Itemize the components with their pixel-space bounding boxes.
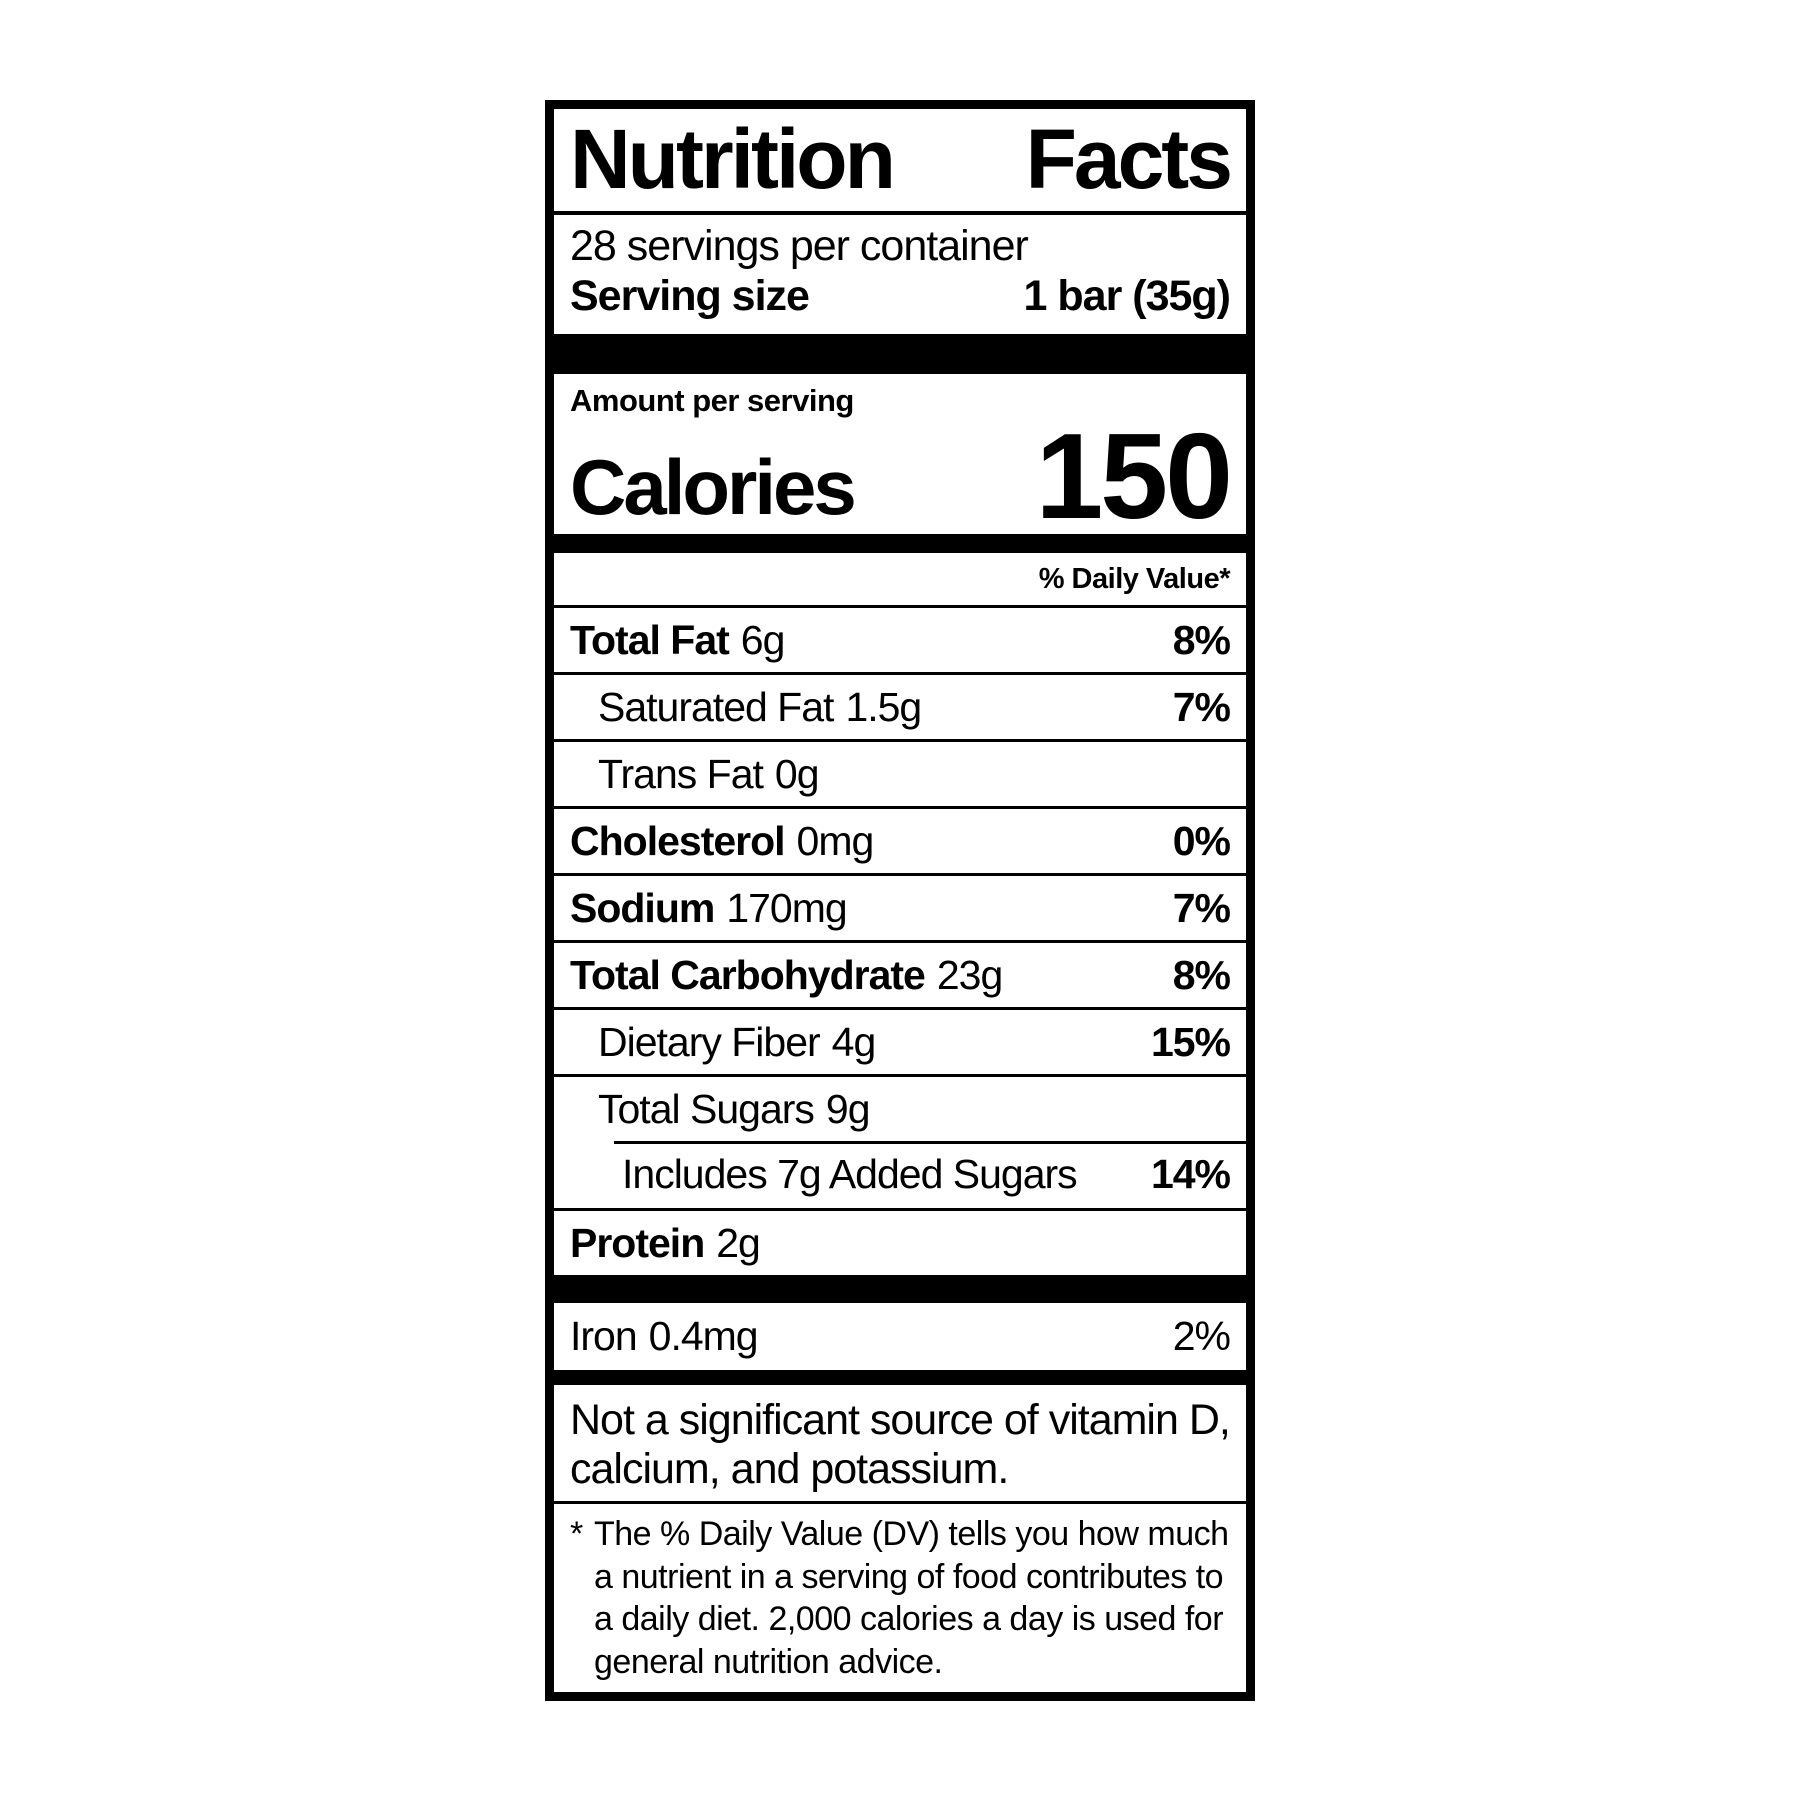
not-significant-note: Not a significant source of vitamin D, c… (570, 1396, 1231, 1493)
title-word-nutrition: Nutrition (570, 112, 896, 206)
nutrient-row-total-carbohydrate: Total Carbohydrate 23g 8% (554, 940, 1246, 1007)
nutrient-dv: 15% (1150, 1018, 1231, 1065)
micronutrient-rows: Iron 0.4mg 2% (554, 1303, 1246, 1370)
nutrient-amount: 4g (831, 1018, 877, 1065)
nutrition-facts-label: Nutrition Facts 28 servings per containe… (545, 100, 1255, 1701)
nutrient-row-total-sugars: Total Sugars 9g (554, 1074, 1246, 1141)
nutrient-row-trans-fat: Trans Fat 0g (554, 739, 1246, 806)
footnote-asterisk: * (570, 1514, 583, 1553)
nutrient-dv: 0% (1172, 817, 1231, 864)
nutrient-name: Total Sugars (598, 1085, 815, 1132)
title-word-facts: Facts (1025, 112, 1233, 206)
nutrient-dv: 8% (1172, 616, 1231, 663)
daily-value-footnote: * The % Daily Value (DV) tells you how m… (570, 1513, 1230, 1684)
serving-size-label: Serving size (570, 271, 810, 320)
calories-label: Calories (570, 443, 857, 532)
nutrient-dv: 7% (1172, 884, 1231, 931)
amount-per-serving-label: Amount per serving (570, 383, 854, 419)
nutrient-name: Cholesterol (570, 817, 786, 864)
nutrient-row-saturated-fat: Saturated Fat 1.5g 7% (554, 672, 1246, 739)
servings-per-container: 28 servings per container (570, 221, 1029, 270)
nutrient-row-sodium: Sodium 170mg 7% (554, 873, 1246, 940)
nutrient-name: Trans Fat (598, 750, 764, 797)
title-divider (554, 210, 1246, 215)
nutrient-name: Saturated Fat (598, 683, 834, 730)
nutrient-name: Includes 7g Added Sugars (622, 1151, 1078, 1198)
nutrient-amount: 0mg (796, 817, 875, 864)
nutrient-dv: 7% (1172, 683, 1231, 730)
nutrient-name: Sodium (570, 884, 715, 931)
nutrient-amount: 23g (936, 951, 1003, 998)
nutrient-name: Dietary Fiber (598, 1018, 821, 1065)
nutrient-row-dietary-fiber: Dietary Fiber 4g 15% (554, 1007, 1246, 1074)
nutrient-row-iron: Iron 0.4mg 2% (554, 1303, 1246, 1370)
nutrient-dv: 14% (1150, 1151, 1231, 1198)
daily-value-header: % Daily Value* (1038, 563, 1231, 596)
medium-separator-bar (554, 534, 1246, 554)
serving-size-row: Serving size 1 bar (35g) (570, 271, 1231, 320)
nutrient-rows: Total Fat 6g 8% Saturated Fat 1.5g 7% Tran… (554, 605, 1246, 1275)
calories-value: 150 (1035, 408, 1233, 545)
footnote-divider (554, 1500, 1246, 1504)
serving-size-value: 1 bar (35g) (1023, 271, 1231, 320)
nutrient-row-added-sugars: Includes 7g Added Sugars 14% (554, 1141, 1246, 1208)
nutrient-amount: 6g (740, 616, 786, 663)
medium-separator-bar-2 (554, 1370, 1246, 1386)
nutrient-name: Total Carbohydrate (570, 951, 926, 998)
nutrient-amount: 1.5g (845, 683, 922, 730)
nutrient-row-cholesterol: Cholesterol 0mg 0% (554, 806, 1246, 873)
footnote-text: The % Daily Value (DV) tells you how muc… (594, 1514, 1229, 1682)
calories-row: Calories 150 (570, 408, 1233, 545)
nutrient-amount: 2g (716, 1219, 761, 1266)
label-title: Nutrition Facts (570, 112, 1233, 206)
nutrient-name: Total Fat (570, 616, 730, 663)
nutrient-name: Iron (570, 1313, 638, 1360)
nutrient-amount: 170mg (726, 884, 847, 931)
nutrient-row-total-fat: Total Fat 6g 8% (554, 605, 1246, 672)
nutrient-dv: 8% (1172, 951, 1231, 998)
nutrient-amount: 0.4mg (648, 1313, 759, 1360)
nutrient-row-protein: Protein 2g (554, 1208, 1246, 1275)
nutrient-dv: 2% (1172, 1313, 1231, 1360)
thick-separator-bar-2 (554, 1275, 1246, 1304)
nutrient-amount: 0g (774, 750, 820, 797)
nutrient-name: Protein (570, 1219, 705, 1266)
thick-separator-bar (554, 334, 1246, 375)
nutrient-amount: 9g (825, 1085, 871, 1132)
